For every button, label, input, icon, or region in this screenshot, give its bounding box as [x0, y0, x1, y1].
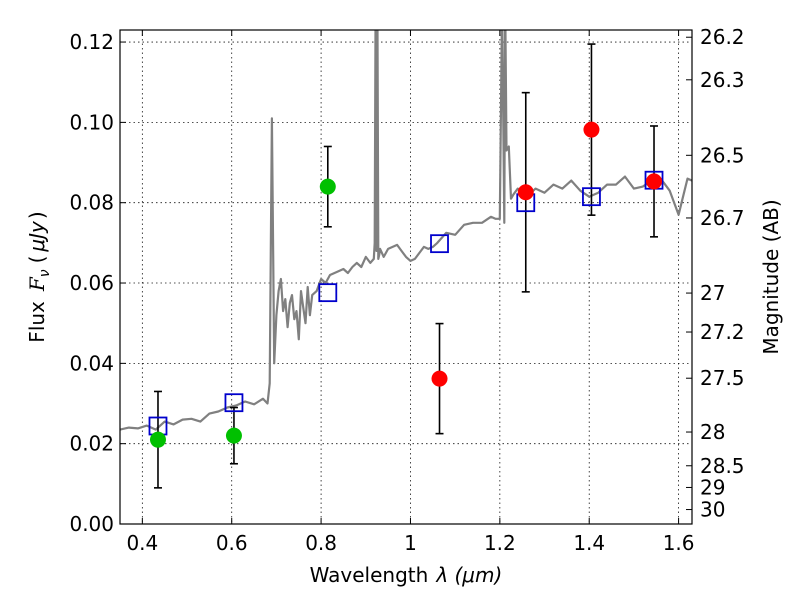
svg-text:FluxFν(μJy): FluxFν(μJy) — [25, 211, 53, 342]
model-photometry-squares — [148, 170, 664, 436]
x-tick-label: 0.6 — [216, 531, 248, 555]
y-axis-label-units: μJy — [25, 220, 49, 253]
y2-tick-label: 28 — [700, 420, 725, 444]
axis-ticks: 0.4 0.6 0.8 1 1.2 1.4 1.6 0.00 0.02 0.04 0.06 0.08 0… — [69, 25, 744, 555]
model-photometry-marker — [430, 234, 449, 254]
y-tick-label: 0.04 — [69, 351, 114, 375]
x-tick-label: 0.4 — [126, 531, 158, 555]
observed-point — [517, 184, 534, 201]
observed-point — [431, 370, 448, 387]
y-tick-label: 0.02 — [69, 432, 114, 456]
grid-lines — [120, 30, 692, 524]
x-tick-label: 1.2 — [484, 531, 516, 555]
y2-tick-label: 26.7 — [700, 206, 745, 230]
observed-point — [583, 121, 600, 138]
plot-area — [120, 30, 692, 489]
y2-tick-label: 28.5 — [700, 454, 745, 478]
y2-axis-label: Magnitude (AB) — [759, 199, 783, 354]
error-bars — [153, 43, 659, 489]
y2-tick-label: 27.2 — [700, 320, 745, 344]
y-tick-label: 0.12 — [69, 30, 114, 54]
model-photometry-marker — [318, 283, 338, 303]
model-photometry-marker — [582, 187, 601, 207]
y2-tick-label: 27.5 — [700, 366, 745, 390]
y-axis-label-text: Flux — [25, 301, 49, 343]
observed-point — [646, 173, 663, 190]
x-tick-label: 0.8 — [305, 531, 337, 555]
observed-point — [319, 178, 336, 195]
plot-frame — [119, 29, 693, 525]
y-axis-label-sub: ν — [37, 269, 53, 277]
y-axis-label-symbol: F — [25, 276, 49, 292]
y-tick-label: 0.10 — [69, 110, 114, 134]
y2-tick-label: 26.3 — [700, 68, 745, 92]
y2-tick-label: 26.2 — [700, 25, 745, 49]
y-axis-label: FluxFν(μJy) — [25, 211, 53, 342]
y2-tick-label: 30 — [700, 498, 725, 522]
x-tick-label: 1 — [404, 531, 417, 555]
y-tick-label: 0.00 — [69, 512, 114, 536]
x-axis-label: Wavelength λ (μm) — [310, 563, 503, 587]
y2-tick-label: 29 — [700, 475, 725, 499]
y-tick-label: 0.08 — [69, 191, 114, 215]
model-photometry-marker — [224, 393, 244, 413]
spectrum-line — [120, 30, 692, 431]
observed-points — [149, 121, 663, 448]
x-tick-label: 1.4 — [573, 531, 605, 555]
observed-point — [225, 427, 242, 444]
y2-tick-label: 27 — [700, 281, 725, 305]
x-axis-label-units: λ (μm) — [435, 563, 502, 587]
y2-tick-label: 26.5 — [700, 143, 745, 167]
x-tick-label: 1.6 — [663, 531, 695, 555]
y-tick-label: 0.06 — [69, 271, 114, 295]
x-axis-label-text: Wavelength — [310, 563, 429, 587]
observed-point — [149, 431, 166, 448]
